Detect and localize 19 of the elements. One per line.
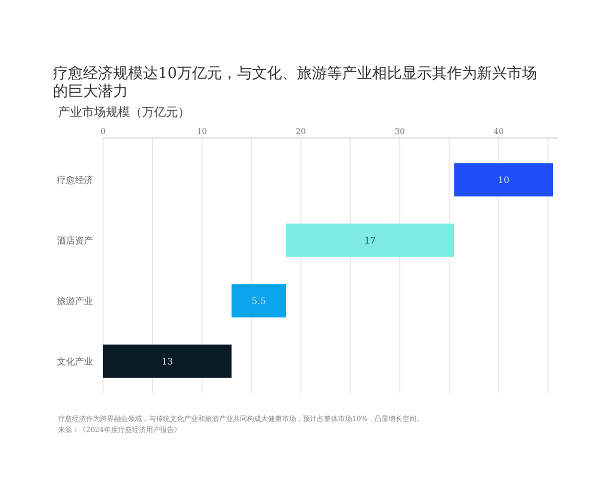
y-tick-label: 旅游产业 <box>57 296 93 307</box>
data-label: 10 <box>498 176 510 186</box>
x-tick-label: 40 <box>494 127 504 136</box>
bar <box>286 224 454 257</box>
chart-subtitle: 产业市场规模（万亿元） <box>58 105 190 119</box>
x-tick-label: 20 <box>296 127 306 136</box>
x-tick-label: 30 <box>394 127 405 136</box>
bar <box>103 344 232 378</box>
y-tick-label: 文化产业 <box>57 356 93 368</box>
x-tick-label: 10 <box>196 127 208 136</box>
x-tick-label: 0 <box>100 127 106 136</box>
y-tick-label: 疗愈经济 <box>57 174 93 186</box>
bar <box>454 163 554 196</box>
chart-title: 疗愈经济规模达10万亿元，与文化、旅游等产业相比显示其作为新兴市场的巨大潜力 <box>53 64 538 100</box>
data-label: 13 <box>162 357 174 368</box>
y-tick-label: 酒店资产 <box>57 235 93 246</box>
bar <box>232 284 286 318</box>
data-label: 17 <box>364 236 376 246</box>
data-label: 5.5 <box>252 296 266 307</box>
